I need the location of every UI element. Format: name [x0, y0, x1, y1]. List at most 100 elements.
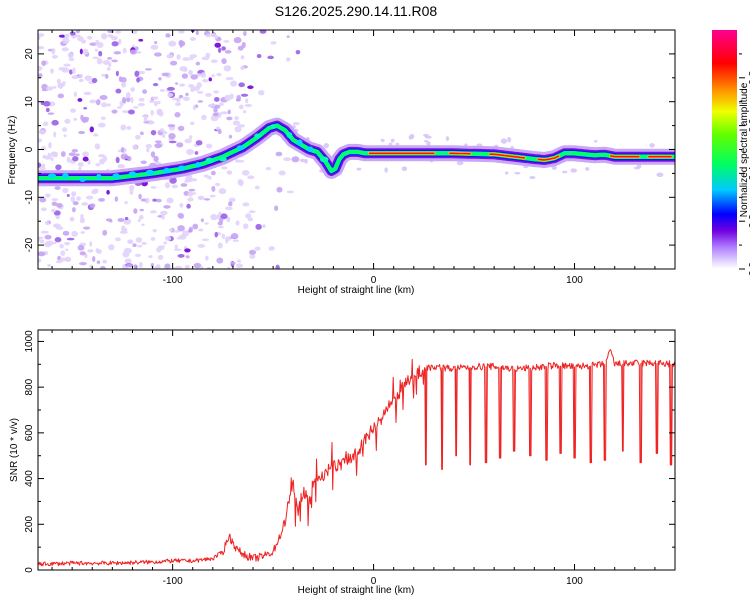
spectrogram-noise-speck [225, 50, 232, 54]
spectrogram-noise-speck [161, 214, 164, 220]
spectrogram-noise-speck [97, 261, 101, 264]
spectrogram-noise-speck [142, 89, 147, 94]
spectrogram-noise-speck [67, 194, 70, 197]
spectrogram-noise-speck [175, 102, 181, 106]
spectrogram-noise-speck [296, 50, 301, 54]
spectrogram-noise-speck [594, 140, 597, 143]
spectrogram-noise-speck [167, 93, 173, 97]
spectrogram-noise-speck [219, 188, 227, 194]
spectrogram-ridge-layer [38, 124, 675, 182]
spectrogram-noise-speck [409, 135, 414, 140]
spectrogram-noise-speck [190, 122, 195, 125]
spectrogram-noise-speck [53, 86, 57, 89]
spectrogram-noise-speck [220, 111, 228, 114]
spectrogram-noise-speck [108, 62, 111, 67]
spectrogram-noise-speck [221, 58, 226, 64]
spectrogram-noise-speck [457, 161, 464, 165]
spectrogram-noise-speck [158, 112, 161, 116]
spectrogram-noise-speck [271, 41, 277, 44]
spectrogram-noise-speck [167, 87, 175, 91]
spectrogram-noise-speck [195, 151, 199, 155]
spectrogram-noise-speck [162, 131, 167, 135]
spectrogram-noise-speck [186, 255, 190, 258]
spectrogram-noise-speck [121, 147, 125, 153]
spectrogram-noise-speck [141, 199, 146, 202]
spectrogram-noise-speck [114, 51, 121, 54]
spectrogram-y-tick-label: -20 [24, 237, 35, 252]
spectrogram-noise-speck [134, 71, 139, 77]
spectrogram-noise-speck [72, 75, 79, 79]
spectrogram-noise-speck [160, 89, 165, 92]
spectrogram-noise-speck [76, 196, 81, 200]
spectrogram-noise-speck [152, 199, 156, 202]
spectrogram-noise-speck [214, 43, 221, 48]
spectrogram-noise-speck [276, 187, 282, 193]
spectrogram-noise-speck [41, 231, 49, 234]
spectrogram-noise-speck [46, 108, 50, 112]
spectrogram-noise-speck [165, 33, 170, 37]
spectrogram-noise-speck [41, 60, 46, 66]
spectrogram-noise-speck [402, 166, 408, 171]
colorbar-label: Normalized spectral amplitude [739, 82, 750, 217]
spectrogram-noise-speck [89, 100, 96, 104]
spectrogram-noise-speck [184, 180, 190, 182]
spectrogram-noise-speck [192, 224, 198, 230]
spectrogram-noise-speck [189, 54, 197, 58]
spectrogram-noise-speck [101, 117, 106, 120]
spectrogram-noise-speck [115, 237, 121, 241]
spectrogram-noise-speck [81, 39, 86, 43]
spectrogram-noise-speck [216, 73, 221, 77]
spectrogram-noise-speck [55, 237, 62, 242]
spectrogram-noise-speck [585, 167, 589, 171]
spectrogram-ridge-blob [286, 132, 292, 138]
spectrogram-noise-speck [204, 222, 208, 224]
spectrogram-noise-speck [56, 226, 63, 230]
spectrogram-noise-speck [150, 186, 156, 189]
spectrogram-noise-speck [201, 115, 207, 120]
spectrogram-noise-speck [51, 209, 56, 213]
spectrogram-noise-speck [69, 58, 75, 62]
spectrogram-noise-speck [46, 86, 53, 90]
spectrogram-noise-speck [214, 97, 219, 102]
spectrogram-noise-speck [178, 213, 184, 219]
spectrogram-noise-speck [65, 249, 68, 251]
spectrogram-noise-speck [233, 239, 239, 242]
spectrogram-y-tick-label: 10 [24, 96, 35, 108]
spectrogram-y-tick-label: -10 [24, 190, 35, 205]
spectrogram-noise-speck [83, 107, 87, 110]
spectrogram-ridge-blob [307, 146, 313, 151]
spectrogram-noise-speck [153, 229, 157, 232]
spectrogram-noise-speck [213, 108, 218, 112]
spectrogram-noise-speck [177, 225, 185, 231]
spectrogram-noise-speck [154, 41, 157, 44]
spectrogram-noise-speck [245, 213, 251, 218]
snr-y-tick-label: 0 [24, 567, 35, 573]
spectrogram-noise-speck [179, 83, 185, 86]
spectrogram-noise-speck [158, 245, 165, 248]
spectrogram-noise-speck [36, 237, 44, 240]
spectrogram-noise-speck [80, 49, 83, 55]
snr-y-tick-label: 600 [24, 424, 35, 441]
spectrogram-ridge-core-peak [611, 156, 639, 157]
spectrogram-ridge-blob [219, 157, 227, 161]
spectrogram-noise-speck [228, 110, 231, 115]
spectrogram-noise-speck [166, 197, 173, 203]
spectrogram-noise-speck [121, 82, 126, 88]
spectrogram-noise-speck [223, 40, 230, 43]
spectrogram-noise-speck [98, 51, 102, 57]
spectrogram-noise-speck [202, 239, 210, 241]
spectrogram-noise-speck [111, 59, 118, 62]
spectrogram-noise-speck [143, 114, 147, 118]
spectrogram-noise-speck [39, 130, 46, 135]
spectrogram-noise-speck [175, 244, 178, 249]
spectrogram-noise-speck [224, 65, 232, 71]
spectrogram-noise-speck [63, 134, 66, 137]
spectrogram-noise-speck [213, 112, 219, 116]
spectrogram-noise-speck [293, 122, 300, 125]
spectrogram-noise-speck [65, 258, 70, 261]
spectrogram-noise-speck [222, 233, 226, 239]
spectrogram-noise-speck [97, 58, 103, 64]
spectrogram-noise-speck [188, 70, 193, 75]
